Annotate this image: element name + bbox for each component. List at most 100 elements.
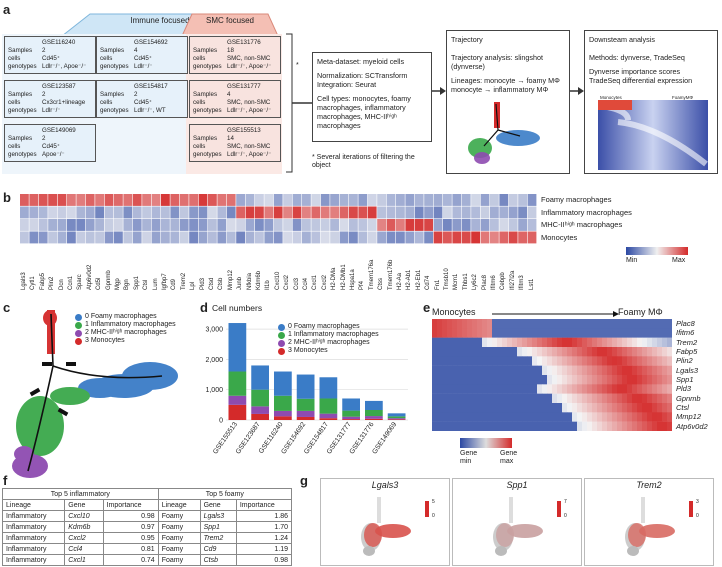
- bar-segment: [296, 398, 315, 411]
- heatmap-cell: [557, 375, 563, 385]
- gene-label: H2-DMa: [331, 267, 338, 290]
- heatmap-cell: [487, 319, 493, 329]
- heatmap-cell: [471, 231, 480, 244]
- heatmap-cell: [637, 365, 643, 376]
- heatmap-cell: [597, 328, 603, 338]
- field-label: cells: [8, 55, 21, 62]
- downstream-line: Methods: dynverse, TradeSeq: [589, 53, 685, 62]
- heatmap-cell: [433, 231, 443, 244]
- heatmap-cell: [537, 337, 543, 348]
- heatmap-cell: [477, 375, 483, 385]
- heatmap-cell: [433, 219, 443, 231]
- heatmap-cell: [471, 206, 480, 219]
- heatmap-cell: [572, 347, 578, 357]
- heatmap-cell: [627, 337, 633, 348]
- heatmap-cell: [236, 206, 245, 219]
- heatmap-cell: [572, 412, 578, 422]
- heatmap-cell: [217, 206, 227, 219]
- gene-label: Thbs1: [462, 273, 469, 290]
- heatmap-cell: [532, 421, 538, 431]
- heatmap-cell: [562, 412, 568, 422]
- heatmap-cell: [151, 194, 161, 206]
- table-cell: Inflammatory: [1, 554, 66, 566]
- heatmap-cell: [447, 384, 453, 394]
- heatmap-cell: [497, 403, 503, 413]
- heatmap-cell: [507, 375, 513, 385]
- heatmap-cell: [627, 393, 633, 404]
- meta-line: Meta-dataset: myeloid cells: [317, 57, 405, 66]
- bar-segment: [319, 418, 338, 420]
- heatmap-cell: [437, 421, 443, 431]
- gene-label: Ccl4: [303, 277, 309, 290]
- heatmap-cell: [457, 375, 463, 385]
- heatmap-cell: [557, 421, 563, 431]
- heatmap-cell: [472, 393, 478, 404]
- heatmap-cell: [607, 384, 613, 394]
- heatmap-cell: [311, 231, 321, 244]
- dataset-genotypes: Ldlr⁻/⁻, Apoe⁻/⁻: [227, 63, 272, 70]
- heatmap-cell: [20, 219, 29, 231]
- table-row: Inflammatory Cxcl10 0.98 Foamy Lgals3 1.86: [1, 510, 293, 522]
- heatmap-cell: [567, 319, 573, 329]
- table-cell: 0.95: [102, 532, 159, 544]
- heatmap-cell: [527, 219, 537, 231]
- heatmap-cell: [330, 206, 339, 219]
- heatmap-cell: [597, 384, 603, 394]
- heatmap-cell: [264, 219, 274, 231]
- heatmap-cell: [612, 365, 618, 376]
- heatmap-cell: [537, 328, 543, 338]
- bar-segment: [387, 418, 406, 420]
- heatmap-cell: [632, 403, 638, 413]
- field-label: cells: [100, 99, 113, 106]
- heatmap-cell: [443, 231, 452, 244]
- heatmap-cell: [527, 421, 533, 431]
- heatmap-cell: [457, 421, 463, 431]
- heatmap-cell: [572, 403, 578, 413]
- heatmap-cell: [637, 393, 643, 404]
- heatmap-cell: [424, 219, 433, 231]
- bar-segment: [387, 416, 406, 419]
- heatmap-cell: [542, 403, 548, 413]
- heatmap-cell: [517, 412, 523, 422]
- legend-label: 3 Monocytes: [288, 347, 328, 354]
- table-cell: Cd9: [199, 543, 237, 555]
- heatmap-cell: [442, 403, 448, 413]
- heatmap-cell: [432, 403, 438, 413]
- heatmap-cell: [537, 319, 543, 329]
- heatmap-cell: [452, 384, 458, 394]
- heatmap-cell: [582, 403, 588, 413]
- heatmap-cell: [572, 328, 578, 338]
- heatmap-cell: [577, 365, 583, 376]
- heatmap-cell: [461, 219, 471, 231]
- table-cell: Spp1: [199, 521, 237, 533]
- heatmap-cell: [104, 219, 114, 231]
- heatmap-cell: [587, 403, 593, 413]
- field-label: genotypes: [100, 107, 129, 114]
- heatmap-cell: [414, 219, 424, 231]
- heatmap-cell: [492, 375, 498, 385]
- heatmap-cell: [557, 403, 563, 413]
- heatmap-cell: [396, 194, 405, 206]
- heatmap-cell: [542, 337, 548, 348]
- table-cell: 0.98: [235, 554, 293, 566]
- heatmap-cell: [57, 194, 67, 206]
- bar-segment: [274, 371, 292, 396]
- gene-label: Mgp: [115, 278, 121, 290]
- gene-label: H2-Aa: [397, 272, 403, 290]
- heatmap-cell: [512, 384, 518, 394]
- heatmap-cell: [582, 375, 588, 385]
- heatmap-cell: [617, 347, 623, 357]
- panel-label-d: d: [200, 300, 208, 315]
- heatmap-cell: [562, 356, 568, 366]
- heatmap-cell: [405, 194, 415, 206]
- heatmap-cell: [657, 393, 663, 404]
- gene-label: Mcm1: [453, 273, 460, 290]
- field-label: Samples: [8, 135, 33, 142]
- heatmap-cell: [302, 231, 311, 244]
- heatmap-cell: [657, 347, 663, 357]
- heatmap-cell: [642, 412, 648, 422]
- heatmap-cell: [537, 347, 543, 357]
- c-legend-item: 1 Inflammatory macrophages: [75, 321, 176, 329]
- heatmap-cell: [667, 412, 672, 422]
- legend-label: 2 MHC-IIʰⁱᵍʰ macrophages: [85, 329, 167, 336]
